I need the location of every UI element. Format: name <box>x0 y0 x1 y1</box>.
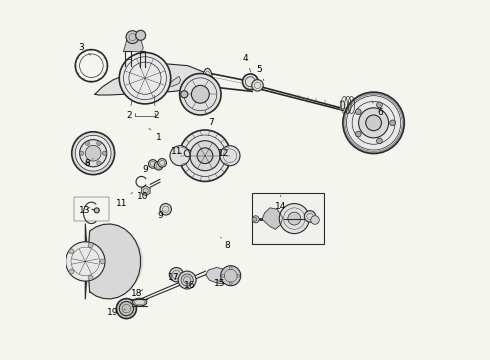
Circle shape <box>377 138 382 144</box>
Circle shape <box>97 141 101 145</box>
Circle shape <box>79 151 84 156</box>
Circle shape <box>160 203 172 215</box>
Circle shape <box>69 269 74 274</box>
Polygon shape <box>206 267 231 284</box>
Circle shape <box>119 301 134 316</box>
Text: 6: 6 <box>372 102 384 117</box>
Circle shape <box>85 161 90 165</box>
Circle shape <box>192 85 209 103</box>
Text: 1: 1 <box>149 128 161 141</box>
Circle shape <box>85 141 90 145</box>
Circle shape <box>79 140 107 167</box>
Text: 17: 17 <box>168 273 179 282</box>
Text: 8: 8 <box>84 158 93 168</box>
Circle shape <box>279 203 309 234</box>
Circle shape <box>220 146 240 166</box>
Circle shape <box>181 91 188 98</box>
Text: 2: 2 <box>153 95 158 120</box>
Circle shape <box>148 159 157 168</box>
Circle shape <box>69 249 74 254</box>
Circle shape <box>170 146 190 166</box>
Circle shape <box>355 109 361 114</box>
Circle shape <box>100 259 105 264</box>
Text: 15: 15 <box>214 279 226 288</box>
Ellipse shape <box>202 68 213 91</box>
Circle shape <box>136 30 146 40</box>
Text: 3: 3 <box>78 43 91 55</box>
Text: 7: 7 <box>205 111 214 127</box>
Circle shape <box>85 145 101 161</box>
Circle shape <box>180 73 221 115</box>
Text: 14: 14 <box>275 195 287 211</box>
Text: 2: 2 <box>126 100 132 120</box>
Circle shape <box>154 161 163 170</box>
Text: 18: 18 <box>131 289 143 298</box>
Circle shape <box>169 267 184 282</box>
Bar <box>74 197 109 221</box>
Circle shape <box>97 161 101 165</box>
Circle shape <box>72 132 115 175</box>
Circle shape <box>75 135 111 171</box>
Text: 4: 4 <box>242 54 251 72</box>
Text: 9: 9 <box>157 210 166 220</box>
Circle shape <box>288 212 301 225</box>
Polygon shape <box>262 208 283 229</box>
Text: 19: 19 <box>107 309 125 318</box>
Circle shape <box>311 216 319 224</box>
Circle shape <box>119 53 171 104</box>
Circle shape <box>252 80 263 91</box>
Text: 16: 16 <box>184 281 196 290</box>
Bar <box>252 193 323 244</box>
Circle shape <box>390 120 395 126</box>
Circle shape <box>355 131 361 137</box>
Circle shape <box>252 216 259 223</box>
Circle shape <box>158 158 167 167</box>
Text: 5: 5 <box>256 65 264 81</box>
Circle shape <box>190 141 220 171</box>
Ellipse shape <box>132 298 147 306</box>
Text: 11: 11 <box>116 193 132 208</box>
Circle shape <box>366 115 381 131</box>
Circle shape <box>178 271 196 289</box>
Circle shape <box>66 242 105 281</box>
Circle shape <box>126 31 139 44</box>
Polygon shape <box>82 226 143 297</box>
Circle shape <box>179 130 231 181</box>
Circle shape <box>197 148 213 163</box>
Circle shape <box>220 266 241 286</box>
Text: 8: 8 <box>220 237 230 249</box>
Polygon shape <box>95 64 209 95</box>
Text: 11: 11 <box>172 147 183 156</box>
Polygon shape <box>168 76 181 86</box>
Text: 13: 13 <box>79 206 91 215</box>
Circle shape <box>252 217 257 221</box>
Circle shape <box>181 274 193 286</box>
Circle shape <box>117 298 136 319</box>
Circle shape <box>94 208 99 213</box>
Circle shape <box>102 151 107 156</box>
Polygon shape <box>141 186 150 196</box>
Polygon shape <box>85 224 141 299</box>
Circle shape <box>359 108 389 138</box>
Circle shape <box>343 92 404 154</box>
Polygon shape <box>123 35 143 52</box>
Text: 9: 9 <box>142 165 148 174</box>
Circle shape <box>377 102 382 108</box>
Circle shape <box>88 275 93 280</box>
Circle shape <box>304 211 316 222</box>
Circle shape <box>243 74 258 90</box>
Circle shape <box>88 243 93 248</box>
Text: 12: 12 <box>218 149 229 158</box>
Polygon shape <box>341 101 345 109</box>
Text: 10: 10 <box>137 192 149 201</box>
